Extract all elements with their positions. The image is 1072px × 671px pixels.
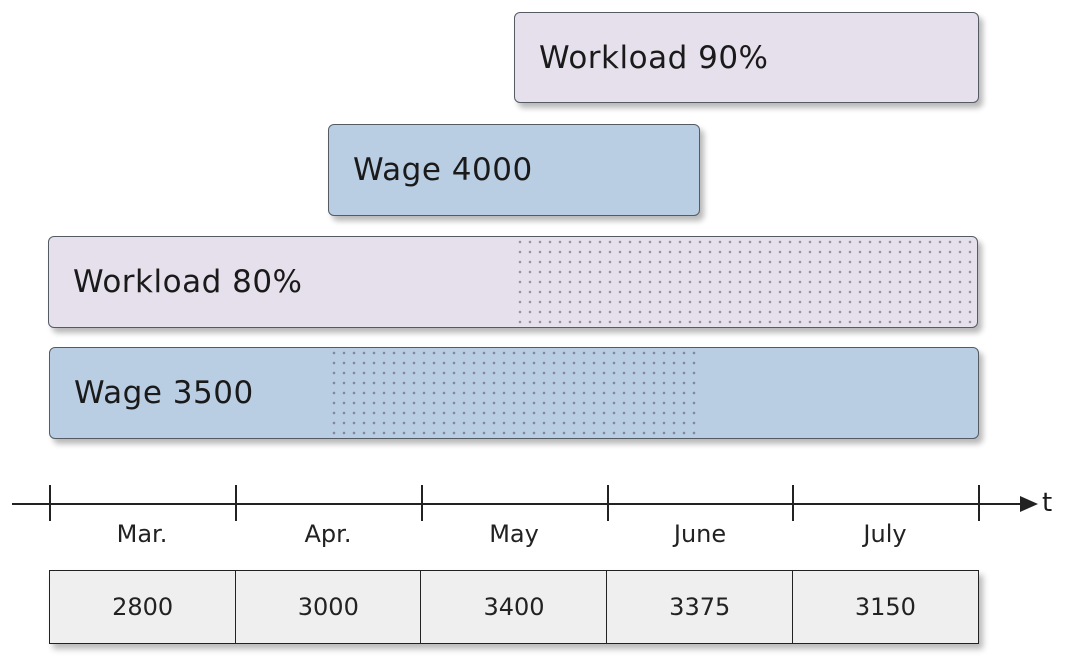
axis-tick [978,485,980,521]
month-label: May [489,520,539,548]
time-axis [12,503,1026,505]
axis-tick [607,485,609,521]
month-label: Mar. [116,520,168,548]
overlap-hatch [515,237,977,327]
month-label: June [673,520,727,548]
value-cell: 3000 [234,570,422,644]
bar-workload-90: Workload 90% [514,12,979,103]
value-cell: 3375 [606,570,794,644]
axis-arrow-icon [1020,496,1038,512]
bar-wage-4000: Wage 4000 [328,124,700,216]
axis-tick [49,485,51,521]
month-label: Apr. [304,520,352,548]
bar-label: Wage 3500 [74,375,254,411]
month-label: July [863,520,907,548]
value-table: 2800 3000 3400 3375 3150 [49,570,980,644]
axis-label: t [1042,488,1053,518]
bar-label: Workload 90% [539,39,769,76]
bar-workload-80: Workload 80% [48,236,978,328]
bar-label: Workload 80% [73,264,303,300]
value-cell: 2800 [49,570,237,644]
value-cell: 3150 [791,570,980,644]
axis-tick [235,485,237,521]
bar-label: Wage 4000 [353,152,533,188]
axis-tick [421,485,423,521]
bar-wage-3500: Wage 3500 [49,347,979,439]
axis-tick [792,485,794,521]
overlap-hatch [329,348,701,438]
value-cell: 3400 [420,570,608,644]
